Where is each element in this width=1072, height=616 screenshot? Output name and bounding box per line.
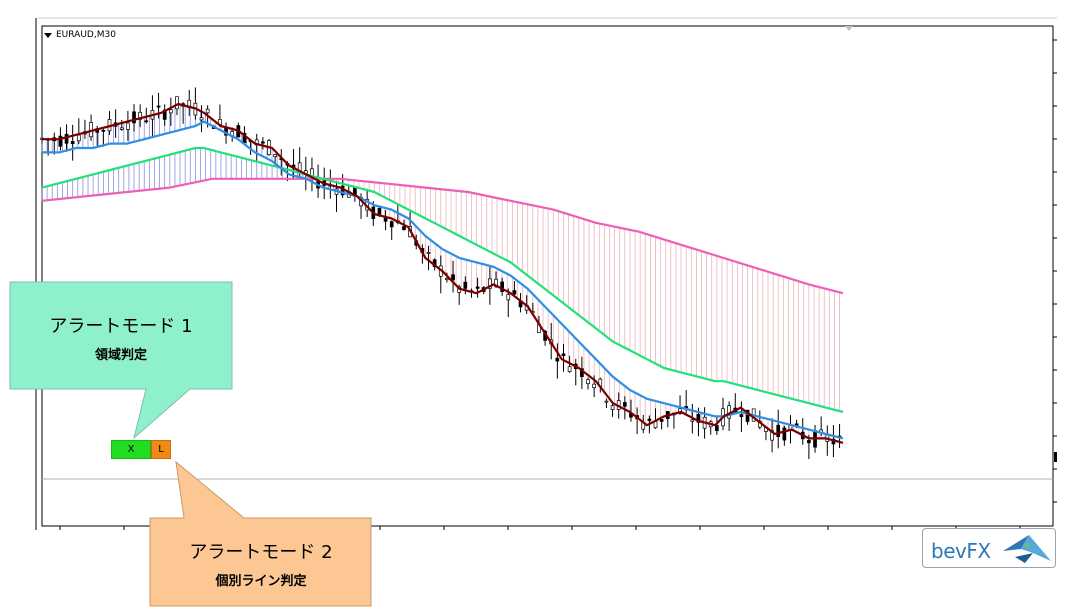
candle-body bbox=[622, 402, 627, 407]
candle-body bbox=[782, 427, 787, 441]
candle-body bbox=[506, 294, 511, 301]
candle-body bbox=[512, 290, 517, 295]
shift-marker-icon bbox=[845, 26, 853, 31]
candle-body bbox=[807, 440, 811, 444]
chart-frame bbox=[35, 17, 1057, 530]
candle-body bbox=[561, 353, 566, 357]
candle-body bbox=[144, 120, 149, 123]
candle-body bbox=[610, 405, 615, 410]
callout-1: アラートモード 1 領域判定 bbox=[10, 312, 232, 363]
candle-body bbox=[64, 133, 69, 144]
symbol-menu-arrow-icon[interactable] bbox=[44, 33, 52, 38]
candle-body bbox=[377, 208, 382, 215]
price-marker bbox=[1054, 452, 1057, 462]
candle-body bbox=[715, 425, 719, 431]
candle-body bbox=[389, 221, 394, 228]
candle-body bbox=[475, 286, 480, 289]
candle-body bbox=[261, 141, 265, 144]
candle-body bbox=[592, 383, 597, 389]
candle-body bbox=[488, 278, 492, 289]
candle-body bbox=[794, 423, 799, 426]
candle-body bbox=[696, 414, 701, 423]
alert-x-button[interactable]: X bbox=[111, 440, 151, 459]
candle-body bbox=[745, 409, 750, 422]
moving-averages bbox=[41, 102, 844, 444]
symbol-label: EURAUD,M30 bbox=[56, 30, 116, 40]
candle-body bbox=[659, 419, 664, 422]
alert-l-button[interactable]: L bbox=[151, 440, 171, 459]
ma-cloud bbox=[41, 104, 840, 442]
bird-logo-icon bbox=[1003, 535, 1051, 563]
candle-body bbox=[555, 357, 560, 362]
callout-2-box bbox=[149, 460, 372, 607]
bevfx-logo: bevFX bbox=[922, 528, 1056, 568]
callout-shapes bbox=[9, 281, 372, 607]
candle-body bbox=[690, 419, 695, 422]
callout-1-subtitle: 領域判定 bbox=[94, 348, 147, 363]
candle-body bbox=[445, 278, 449, 281]
callout-1-box bbox=[9, 281, 233, 440]
fast-ma-line bbox=[42, 102, 844, 444]
candle-body bbox=[132, 111, 136, 124]
mid-ma-line bbox=[42, 120, 844, 440]
candle-body bbox=[126, 122, 130, 130]
candle-body bbox=[647, 418, 652, 421]
slowest-ma-line bbox=[41, 177, 844, 295]
candle-body bbox=[500, 281, 504, 292]
candle-body bbox=[101, 130, 106, 132]
candle-body bbox=[586, 379, 590, 385]
candle-body bbox=[451, 274, 455, 281]
plot-border bbox=[41, 25, 1054, 527]
candle-body bbox=[119, 127, 124, 130]
candle-body bbox=[402, 226, 406, 231]
callout-2: アラートモード 2 個別ライン判定 bbox=[150, 538, 372, 589]
candle-body bbox=[426, 252, 431, 254]
candle-body bbox=[273, 154, 277, 158]
candle-body bbox=[76, 134, 81, 142]
candle-body bbox=[156, 105, 161, 108]
candle-body bbox=[567, 366, 572, 373]
candle-body bbox=[463, 281, 468, 289]
candle-body bbox=[604, 400, 609, 403]
candle-body bbox=[175, 96, 179, 110]
callout-2-title: アラートモード 2 bbox=[189, 542, 333, 563]
slow-ma-line bbox=[41, 146, 844, 414]
logo-text: bevFX bbox=[931, 539, 991, 563]
callout-2-subtitle: 個別ライン判定 bbox=[215, 574, 307, 589]
candle-body bbox=[199, 117, 204, 121]
candle-body bbox=[205, 108, 210, 114]
candle-body bbox=[776, 424, 781, 437]
candle-body bbox=[739, 414, 744, 418]
callout-1-title: アラートモード 1 bbox=[49, 316, 193, 337]
candle-body bbox=[70, 141, 75, 144]
candle-body bbox=[58, 135, 63, 147]
candle-body bbox=[168, 109, 173, 114]
